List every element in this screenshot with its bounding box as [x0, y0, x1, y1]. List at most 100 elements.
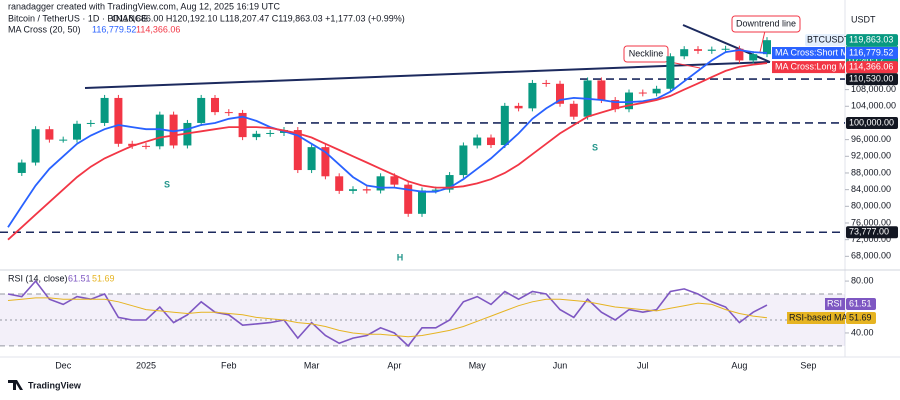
candle [514, 105, 523, 109]
candle [735, 48, 744, 61]
annotation: S [164, 179, 170, 189]
candle [197, 97, 206, 123]
candle [556, 83, 564, 104]
annotation: H [397, 252, 404, 262]
candle [500, 105, 509, 146]
rsi-tag-box [846, 312, 876, 324]
y-tick-label: 72,000.00 [851, 234, 891, 244]
candle [652, 88, 661, 94]
y-tick-label: 84,000.00 [851, 184, 891, 194]
price-tag-name: BTCUSDT [807, 35, 850, 45]
rsi-ma-value: 51.69 [92, 273, 115, 283]
annotation-box [623, 45, 669, 63]
axis-unit: USDT [851, 14, 876, 24]
candle [680, 49, 689, 57]
annotation: Downtrend line [736, 18, 796, 28]
y-tick-label: 68,000.00 [851, 251, 891, 261]
neckline [84, 61, 771, 89]
candle [142, 145, 150, 147]
indicator: MA Cross (20, 50) [8, 24, 81, 34]
indicator-value: 116,779.52 [92, 24, 136, 34]
level-label: 110,530.00 [849, 73, 893, 83]
ma-tag: 114,366.06 [849, 61, 893, 71]
y-tick-label: 76,000.00 [851, 217, 891, 227]
ma-tag-name: MA Cross:Long MA [775, 61, 853, 71]
x-tick-label: 2025 [136, 360, 156, 370]
rsi-tag-name-box [787, 312, 845, 324]
candle [445, 175, 454, 190]
annotation: Neckline [629, 48, 664, 58]
y-tick-label: 88,000.00 [851, 167, 891, 177]
candle [86, 122, 95, 124]
candle [763, 40, 771, 55]
ma-line [7, 62, 768, 241]
candle [335, 176, 344, 191]
candle [376, 176, 385, 191]
rsi-tag-name: RSI-based MA [789, 312, 848, 322]
candle [638, 92, 647, 94]
candle [307, 147, 316, 171]
y-tick-label: 108,000.00 [851, 84, 896, 94]
candle [293, 130, 302, 171]
rsi-tag-name: RSI [827, 298, 842, 308]
candle [666, 56, 675, 89]
candle [211, 97, 219, 113]
level-label-box [846, 226, 898, 239]
candle [749, 54, 758, 61]
y-tick-label: 80.00 [851, 275, 874, 285]
annotation-box [731, 15, 801, 33]
y-tick-label: 104,000.00 [851, 101, 896, 111]
x-tick-label: Aug [731, 360, 747, 370]
annotation: S [592, 142, 598, 152]
candle [721, 48, 730, 50]
rsi-tag: 61.51 [849, 298, 872, 308]
candle [459, 145, 468, 176]
candle [17, 162, 26, 173]
x-tick-label: May [469, 360, 487, 370]
candle [252, 133, 261, 138]
candle [404, 184, 413, 214]
candle [114, 97, 123, 144]
candle [694, 49, 702, 51]
ma-tag: 116,779.52 [849, 47, 893, 57]
rsi-ma-line [7, 297, 768, 338]
rsi-value: 61.51 [68, 273, 91, 283]
x-tick-label: Dec [55, 360, 72, 370]
candle [707, 49, 716, 51]
symbol: Bitcoin / TetherUS · 1D · BINANCE [8, 13, 147, 23]
candle [473, 137, 482, 146]
level-label-box [846, 116, 898, 129]
last-price-box [846, 34, 898, 47]
candle [611, 100, 620, 110]
candle [390, 176, 399, 185]
ma-tag-box [772, 61, 845, 74]
candle [59, 139, 68, 141]
candle [569, 103, 578, 117]
ohlc: O118,686.00 H120,192.10 L118,207.47 C119… [112, 13, 405, 23]
arrow [759, 30, 766, 53]
rsi-tag: 51.69 [849, 312, 872, 322]
ma-tag-box [772, 47, 845, 60]
rsi-tag-name-box [825, 298, 845, 310]
candle [238, 112, 247, 138]
indicator-value: 114,366.06 [136, 24, 180, 34]
ma-line [7, 49, 768, 228]
x-tick-label: Jul [637, 360, 649, 370]
candle [45, 129, 54, 140]
level-label: 100,000.00 [849, 117, 894, 127]
y-tick-label: 92,000.00 [851, 151, 891, 161]
countdown: 07:40:17 [849, 56, 884, 66]
brand: TradingView [28, 380, 82, 390]
candle [362, 189, 371, 191]
candle [266, 132, 275, 134]
candle [597, 80, 606, 101]
ma-tag-name: MA Cross:Short MA [775, 47, 854, 57]
x-tick-label: Feb [221, 360, 237, 370]
ma-tag-box [846, 61, 898, 74]
ma-tag-box [846, 47, 898, 60]
level-label: 73,777.00 [849, 227, 889, 237]
x-tick-label: Sep [800, 360, 816, 370]
x-tick-label: Mar [304, 360, 320, 370]
rsi-line [7, 279, 768, 348]
